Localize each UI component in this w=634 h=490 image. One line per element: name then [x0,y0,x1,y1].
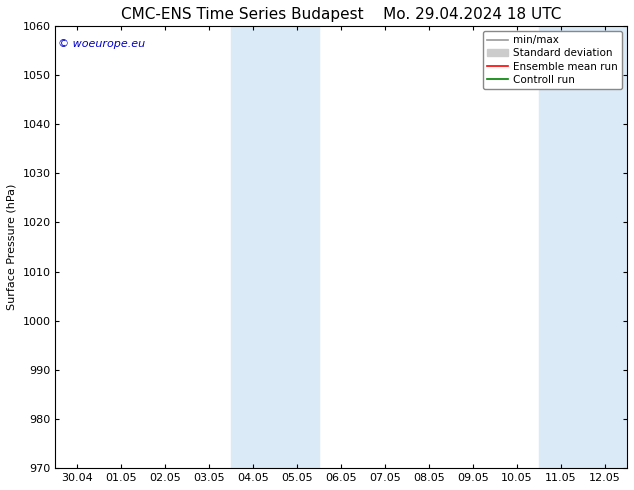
Title: CMC-ENS Time Series Budapest    Mo. 29.04.2024 18 UTC: CMC-ENS Time Series Budapest Mo. 29.04.2… [121,7,562,22]
Bar [539,26,627,468]
Y-axis label: Surface Pressure (hPa): Surface Pressure (hPa) [7,184,17,310]
Bar [231,26,320,468]
Legend: min/max, Standard deviation, Ensemble mean run, Controll run: min/max, Standard deviation, Ensemble me… [482,31,622,89]
Text: © woeurope.eu: © woeurope.eu [58,39,145,49]
